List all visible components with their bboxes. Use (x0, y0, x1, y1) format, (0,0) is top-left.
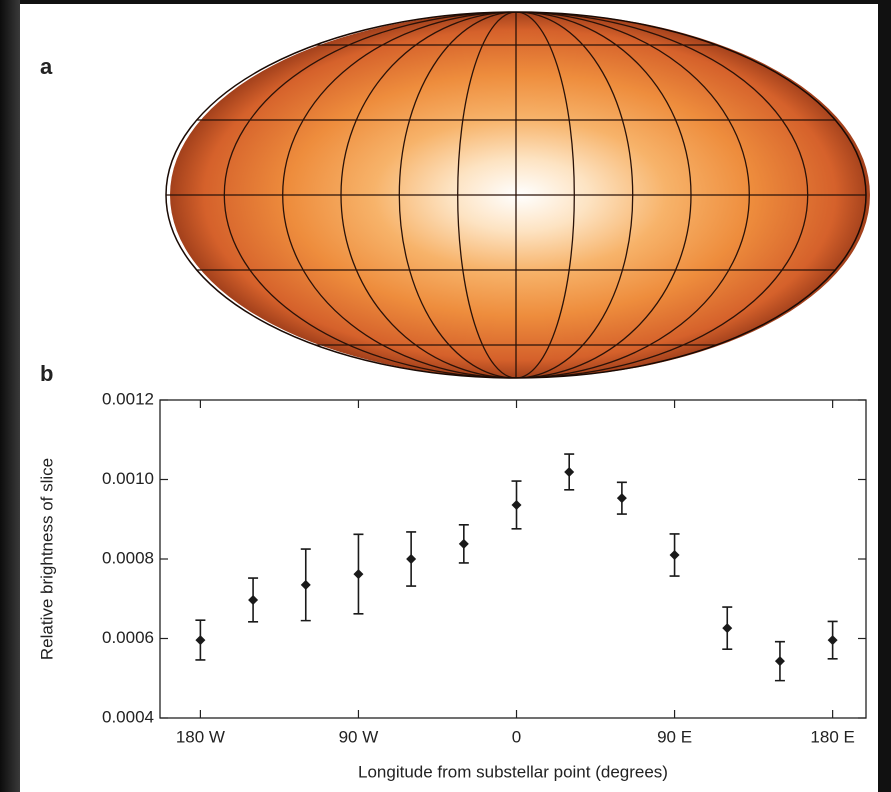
data-point (300, 579, 311, 590)
data-point (458, 538, 469, 549)
brightness-map (165, 11, 870, 379)
data-point (353, 569, 364, 580)
data-point (722, 623, 733, 634)
panel-label: a (40, 54, 53, 79)
x-tick-label: 180 E (810, 727, 854, 746)
data-point (511, 499, 522, 510)
x-tick-label: 90 W (339, 727, 379, 746)
x-tick-label: 90 E (657, 727, 692, 746)
x-tick-label: 0 (512, 727, 521, 746)
y-tick-label: 0.0008 (102, 548, 154, 567)
x-tick-label: 180 W (176, 727, 225, 746)
data-point (774, 656, 785, 667)
y-tick-label: 0.0010 (102, 469, 154, 488)
y-axis-label: Relative brightness of slice (37, 458, 56, 660)
plot: 0.0004 0.0006 0.0008 0.0010 0.0012 180 W 90 W 0… (37, 389, 867, 781)
y-tick-label: 0.0012 (102, 389, 154, 408)
edge-shade (0, 0, 20, 792)
data-point (564, 466, 575, 477)
data-point (195, 635, 206, 646)
data-point (406, 554, 417, 564)
data-point (248, 594, 259, 605)
map-outline (165, 11, 867, 379)
y-tick-label: 0.0004 (102, 707, 154, 726)
panel-label: b (40, 361, 53, 386)
x-axis-label: Longitude from substellar point (degrees… (358, 762, 668, 781)
data-point (827, 635, 838, 646)
data-point (669, 550, 680, 561)
y-tick-label: 0.0006 (102, 628, 154, 647)
data-point (616, 493, 627, 504)
